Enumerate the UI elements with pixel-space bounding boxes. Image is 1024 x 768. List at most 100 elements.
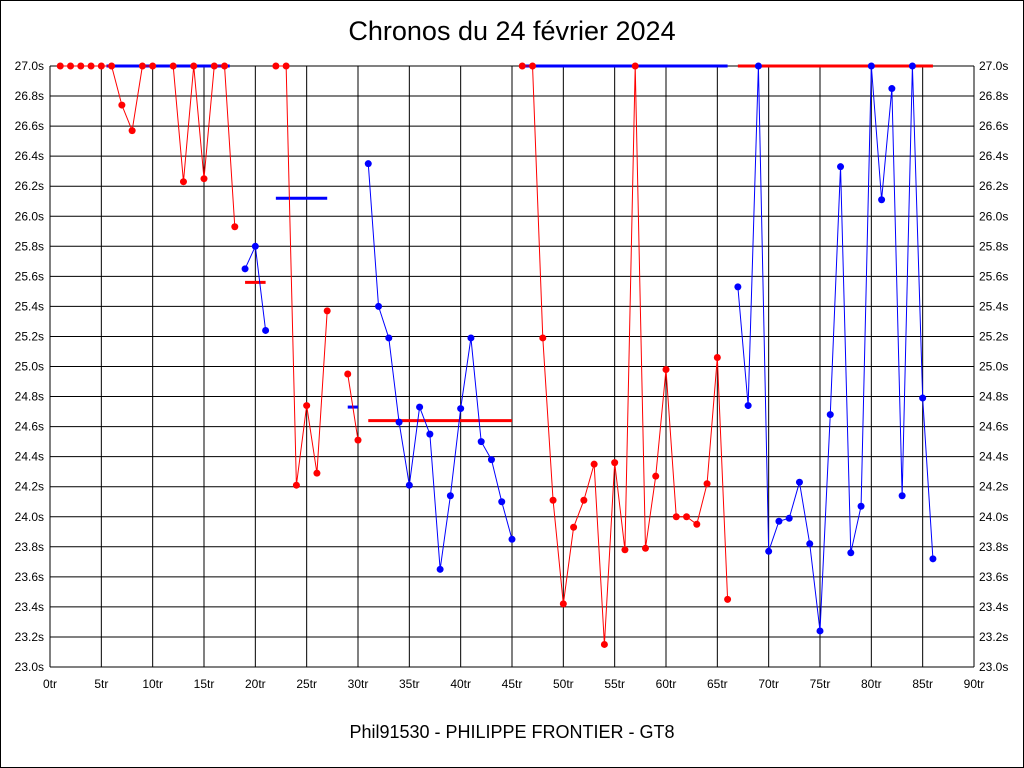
series-line	[275, 65, 328, 486]
data-point	[580, 496, 588, 504]
data-point	[641, 544, 649, 552]
chart-title: Chronos du 24 février 2024	[348, 16, 676, 46]
data-point	[303, 402, 311, 410]
y-tick-label-left: 24.6s	[15, 420, 44, 434]
y-tick-label-left: 25.0s	[15, 360, 44, 374]
data-point	[190, 62, 198, 70]
x-tick-label: 10tr	[142, 677, 163, 691]
x-tick-label: 90tr	[964, 677, 985, 691]
data-point	[108, 62, 116, 70]
data-point	[785, 514, 793, 522]
data-point	[344, 370, 352, 378]
data-point	[929, 555, 937, 563]
x-tick-label: 0tr	[43, 677, 57, 691]
data-point	[508, 535, 516, 543]
data-point	[446, 492, 454, 500]
y-tick-label-right: 26.2s	[979, 179, 1008, 193]
data-point	[775, 517, 783, 525]
y-tick-label-right: 26.6s	[979, 119, 1008, 133]
x-tick-label: 35tr	[399, 677, 420, 691]
data-point	[600, 640, 608, 648]
data-point	[539, 334, 547, 342]
data-point	[477, 438, 485, 446]
data-point	[97, 62, 105, 70]
data-point	[590, 460, 598, 468]
y-tick-label-right: 24.6s	[979, 420, 1008, 434]
data-point	[457, 405, 465, 413]
data-point	[529, 62, 537, 70]
x-tick-label: 5tr	[94, 677, 108, 691]
y-tick-label-right: 26.4s	[979, 149, 1008, 163]
data-point	[898, 492, 906, 500]
y-tick-label-right: 25.6s	[979, 269, 1008, 283]
data-point	[221, 62, 229, 70]
data-point	[77, 62, 85, 70]
data-point	[241, 265, 249, 273]
x-tick-label: 20tr	[245, 677, 266, 691]
data-point	[128, 127, 136, 135]
data-point	[744, 402, 752, 410]
y-tick-label-right: 23.2s	[979, 630, 1008, 644]
x-tick-label: 85tr	[912, 677, 933, 691]
data-point	[385, 334, 393, 342]
y-tick-label-left: 23.2s	[15, 630, 44, 644]
data-point	[806, 540, 814, 548]
series-line	[522, 65, 729, 645]
data-point	[826, 411, 834, 419]
data-point	[837, 163, 845, 171]
data-point	[313, 469, 321, 477]
data-point	[354, 436, 362, 444]
x-tick-label: 60tr	[656, 677, 677, 691]
series-line	[60, 65, 153, 133]
y-tick-label-right: 24.2s	[979, 480, 1008, 494]
data-point	[149, 62, 157, 70]
y-tick-label-left: 25.2s	[15, 329, 44, 343]
y-tick-label-right: 25.8s	[979, 239, 1008, 253]
x-tick-label: 45tr	[502, 677, 523, 691]
data-point	[570, 523, 578, 531]
y-tick-label-left: 27.0s	[15, 59, 44, 73]
y-tick-label-left: 25.8s	[15, 239, 44, 253]
data-point	[200, 175, 208, 183]
x-tick-label: 50tr	[553, 677, 574, 691]
data-point	[713, 353, 721, 361]
data-point	[683, 513, 691, 521]
data-point	[857, 502, 865, 510]
y-tick-label-left: 25.4s	[15, 299, 44, 313]
data-point	[631, 62, 639, 70]
data-point	[611, 459, 619, 467]
data-point	[919, 394, 927, 402]
data-point	[67, 62, 75, 70]
data-point	[138, 62, 146, 70]
data-point	[724, 595, 732, 603]
data-point	[754, 62, 762, 70]
series-line	[737, 65, 934, 631]
data-point	[251, 242, 259, 250]
data-point	[847, 549, 855, 557]
data-point	[416, 403, 424, 411]
data-point	[795, 478, 803, 486]
y-tick-label-right: 24.8s	[979, 390, 1008, 404]
data-point	[816, 627, 824, 635]
data-point	[765, 547, 773, 555]
y-tick-label-left: 26.6s	[15, 119, 44, 133]
y-tick-label-left: 26.8s	[15, 89, 44, 103]
data-point	[549, 496, 557, 504]
data-point	[210, 62, 218, 70]
x-tick-label: 55tr	[604, 677, 625, 691]
y-tick-label-right: 23.6s	[979, 570, 1008, 584]
data-point	[693, 520, 701, 528]
data-point	[621, 546, 629, 554]
data-point	[652, 472, 660, 480]
data-point	[518, 62, 526, 70]
data-point	[867, 62, 875, 70]
data-point	[405, 481, 413, 489]
y-tick-label-left: 24.4s	[15, 450, 44, 464]
y-tick-label-left: 24.8s	[15, 390, 44, 404]
data-point	[56, 62, 64, 70]
data-point	[323, 307, 331, 315]
y-tick-label-left: 24.0s	[15, 510, 44, 524]
y-tick-label-right: 27.0s	[979, 59, 1008, 73]
x-tick-label: 40tr	[450, 677, 471, 691]
